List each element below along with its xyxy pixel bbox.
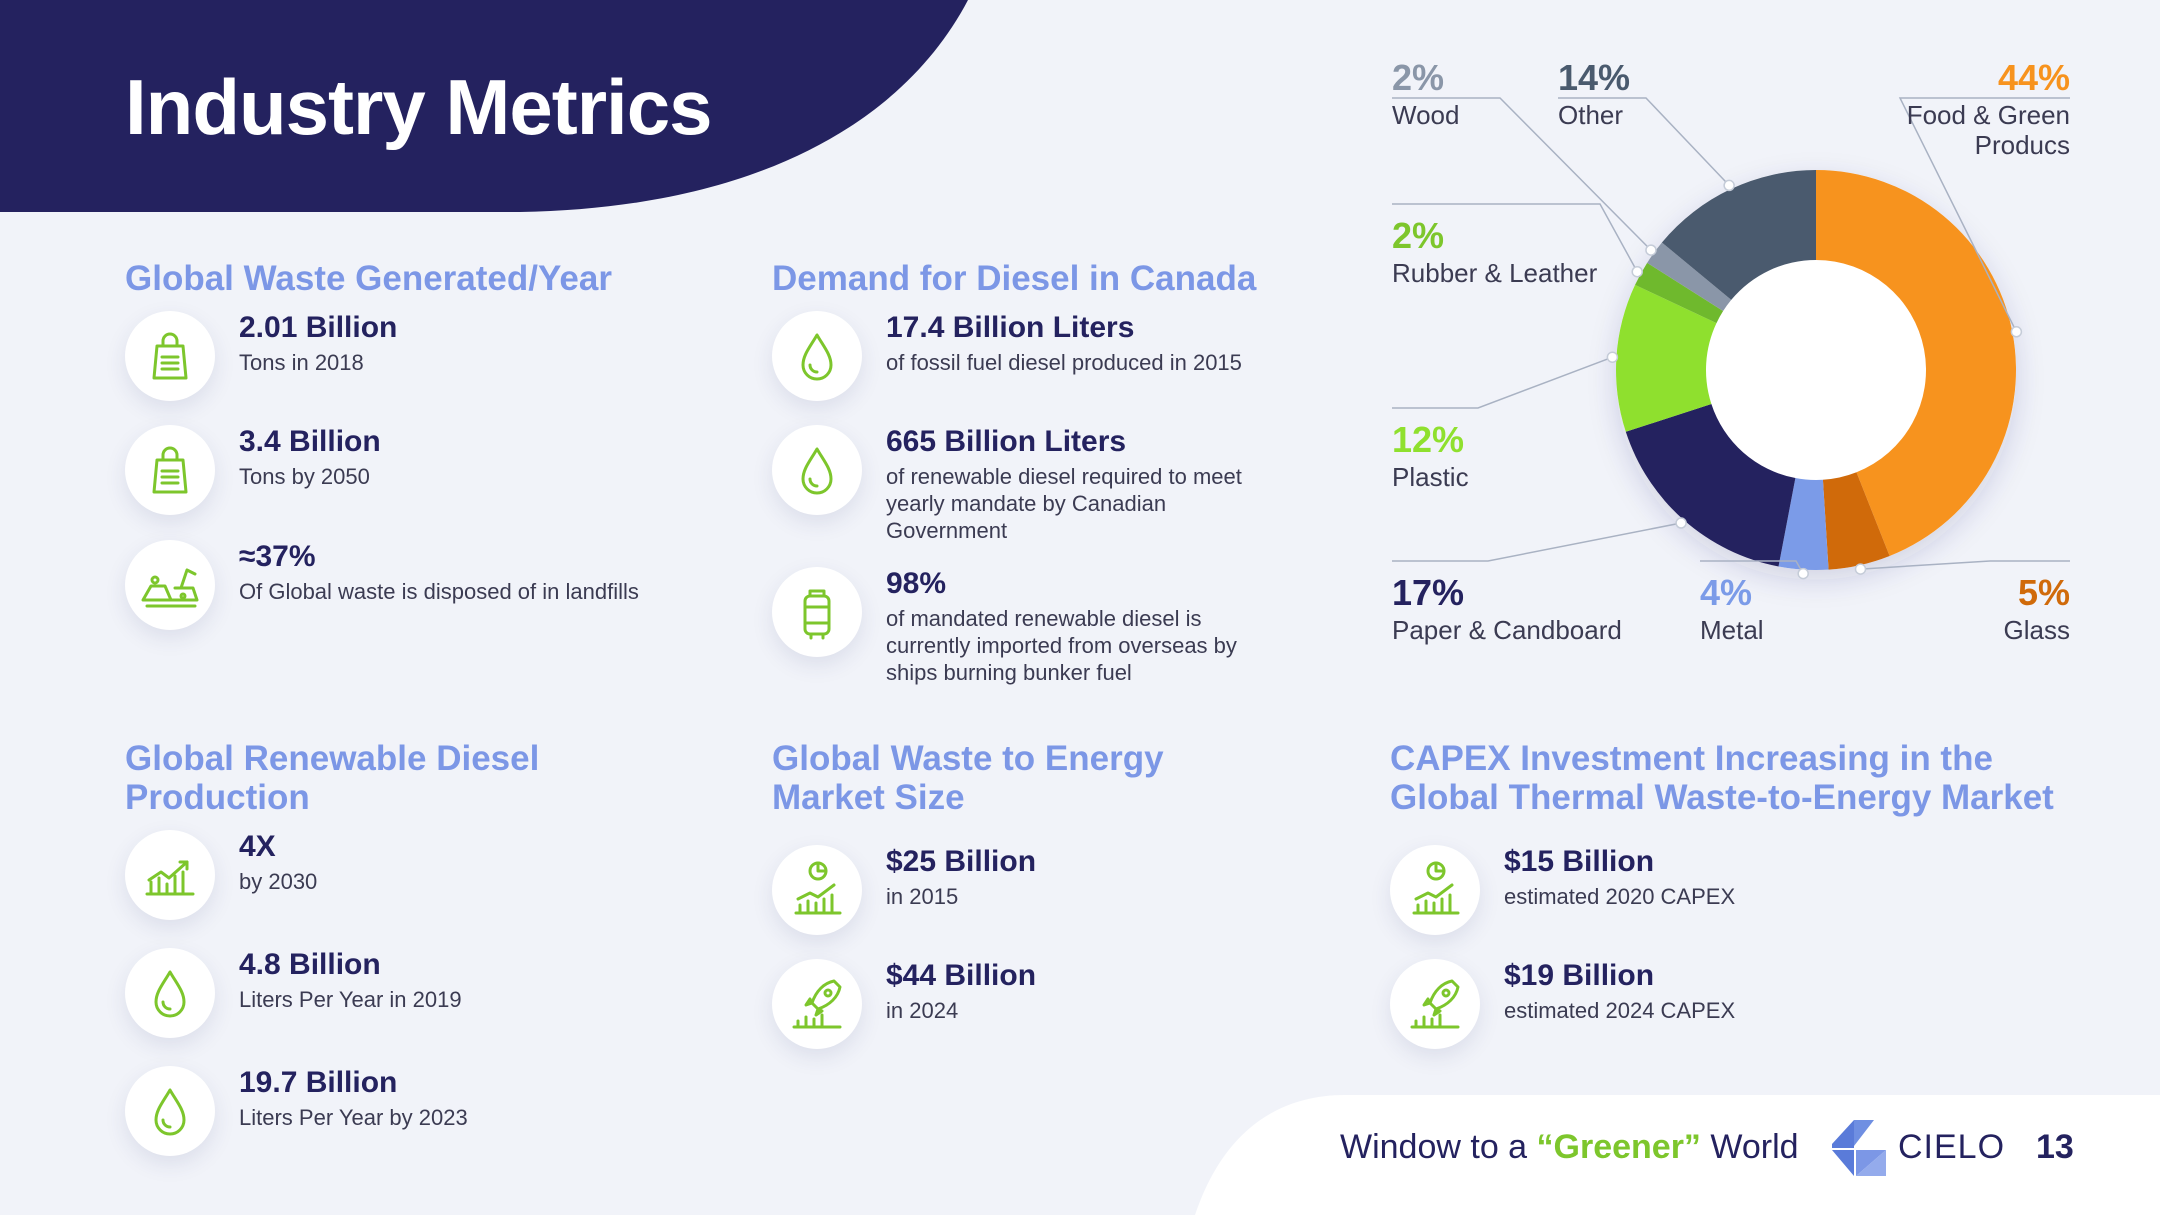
tagline-pre: Window to a bbox=[1340, 1128, 1537, 1166]
metric-value: 98% bbox=[886, 567, 947, 600]
metric-value: 19.7 Billion bbox=[239, 1066, 398, 1099]
metric-desc: by 2030 bbox=[239, 869, 318, 894]
metric-desc: of renewable diesel required to meet yea… bbox=[886, 464, 1242, 543]
donut-category-label: Rubber & Leather bbox=[1392, 258, 1598, 288]
metric-value: $25 Billion bbox=[886, 845, 1037, 878]
donut-slice-paper-candboard bbox=[1625, 403, 1796, 567]
donut-percent-label: 44% bbox=[1998, 57, 2070, 98]
landfill-icon bbox=[125, 540, 215, 630]
leader-dot bbox=[1675, 517, 1687, 529]
donut-slice-metal bbox=[1778, 478, 1829, 571]
drop-icon bbox=[125, 948, 215, 1038]
donut-percent-label: 5% bbox=[2018, 572, 2070, 613]
section-title-global-waste: Global Waste Generated/Year bbox=[125, 259, 612, 298]
waste-composition-donut-chart: 44%Food & GreenProducs5%Glass4%Metal17%P… bbox=[1392, 57, 2070, 645]
leader-dot bbox=[1631, 265, 1643, 278]
leader-dot bbox=[1723, 179, 1735, 192]
metric-value: 2.01 Billion bbox=[239, 311, 398, 344]
metric-desc: Of Global waste is disposed of in landfi… bbox=[239, 579, 639, 604]
donut-category-label: Wood bbox=[1392, 100, 1459, 130]
section-title-renewable-diesel: Global Renewable Diesel Production bbox=[125, 739, 540, 817]
market-chart-icon bbox=[772, 845, 862, 935]
metric-value: $44 Billion bbox=[886, 959, 1037, 992]
metric-desc: in 2015 bbox=[886, 884, 959, 909]
tagline-highlight: “Greener” bbox=[1536, 1128, 1701, 1166]
donut-slice-glass bbox=[1822, 472, 1890, 570]
brand-name: CIELO bbox=[1898, 1128, 2006, 1166]
donut-category-label: Other bbox=[1558, 100, 1623, 130]
leader-line bbox=[1860, 560, 2070, 570]
metric-desc: Tons by 2050 bbox=[239, 464, 370, 489]
metric-value: 17.4 Billion Liters bbox=[886, 311, 1135, 344]
metric-value: $19 Billion bbox=[1504, 959, 1655, 992]
market-chart-icon bbox=[1390, 845, 1480, 935]
section-title-diesel-canada: Demand for Diesel in Canada bbox=[772, 259, 1257, 298]
metric-desc: estimated 2020 CAPEX bbox=[1504, 884, 1736, 909]
metric-value: ≈37% bbox=[239, 540, 316, 573]
donut-percent-label: 17% bbox=[1392, 572, 1464, 613]
footer-tagline: Window to a “Greener” World bbox=[1340, 1128, 1799, 1167]
leader-line bbox=[1392, 356, 1613, 409]
leader-line bbox=[1392, 203, 1638, 273]
donut-category-label: Glass bbox=[2004, 615, 2070, 645]
page-title: Industry Metrics bbox=[125, 63, 712, 151]
metric-desc: Liters Per Year by 2023 bbox=[239, 1105, 468, 1130]
donut-slice-plastic bbox=[1616, 284, 1717, 432]
section-title-wte-market: Global Waste to Energy Market Size bbox=[772, 739, 1164, 817]
metric-desc: in 2024 bbox=[886, 998, 959, 1023]
metric-value: 665 Billion Liters bbox=[886, 425, 1127, 458]
drop-icon bbox=[125, 1066, 215, 1156]
donut-category-label: Metal bbox=[1700, 615, 1764, 645]
donut-percent-label: 14% bbox=[1558, 57, 1630, 98]
leader-dot bbox=[2010, 326, 2023, 338]
leader-dot bbox=[1606, 351, 1619, 363]
donut-percent-label: 4% bbox=[1700, 572, 1752, 613]
metric-desc: Liters Per Year in 2019 bbox=[239, 987, 462, 1012]
donut-percent-label: 2% bbox=[1392, 215, 1444, 256]
metric-value: 4X bbox=[239, 830, 276, 863]
shopping-bag-icon bbox=[125, 425, 215, 515]
drop-icon bbox=[772, 311, 862, 401]
donut-category-label: Food & Green bbox=[1907, 100, 2070, 130]
donut-percent-label: 12% bbox=[1392, 419, 1464, 460]
leader-line bbox=[1392, 522, 1682, 562]
donut-category-label: Paper & Candboard bbox=[1392, 615, 1622, 645]
metric-value: 3.4 Billion bbox=[239, 425, 381, 458]
leader-line bbox=[1898, 97, 2070, 333]
metric-value: $15 Billion bbox=[1504, 845, 1655, 878]
cielo-logo-icon bbox=[1832, 1120, 1886, 1176]
leader-dot bbox=[1645, 244, 1657, 256]
donut-percent-label: 2% bbox=[1392, 57, 1444, 98]
metric-value: 4.8 Billion bbox=[239, 948, 381, 981]
rocket-growth-icon bbox=[1390, 959, 1480, 1049]
donut-slice-rubber-leather bbox=[1635, 262, 1724, 324]
metric-desc: of mandated renewable diesel is currentl… bbox=[886, 606, 1237, 685]
donut-slice-food-green-producs bbox=[1816, 170, 2016, 556]
fuel-barrel-icon bbox=[772, 567, 862, 657]
donut-slice-wood bbox=[1647, 242, 1732, 312]
metric-desc: estimated 2024 CAPEX bbox=[1504, 998, 1736, 1023]
donut-slice-other bbox=[1661, 170, 1816, 300]
tagline-post: World bbox=[1700, 1128, 1799, 1166]
rocket-growth-icon bbox=[772, 959, 862, 1049]
page-number: 13 bbox=[2036, 1128, 2074, 1166]
leader-line bbox=[1392, 97, 1652, 251]
drop-icon bbox=[772, 425, 862, 515]
metric-desc: of fossil fuel diesel produced in 2015 bbox=[886, 350, 1242, 375]
leader-dot bbox=[1854, 563, 1867, 575]
leader-dot bbox=[1797, 567, 1809, 580]
donut-category-label: Producs bbox=[1975, 130, 2070, 160]
metric-desc: Tons in 2018 bbox=[239, 350, 364, 375]
donut-category-label: Plastic bbox=[1392, 462, 1469, 492]
section-title-capex: CAPEX Investment Increasing in the Globa… bbox=[1390, 739, 2054, 817]
growth-chart-icon bbox=[125, 830, 215, 920]
shopping-bag-icon bbox=[125, 311, 215, 401]
leader-line bbox=[1558, 97, 1730, 186]
